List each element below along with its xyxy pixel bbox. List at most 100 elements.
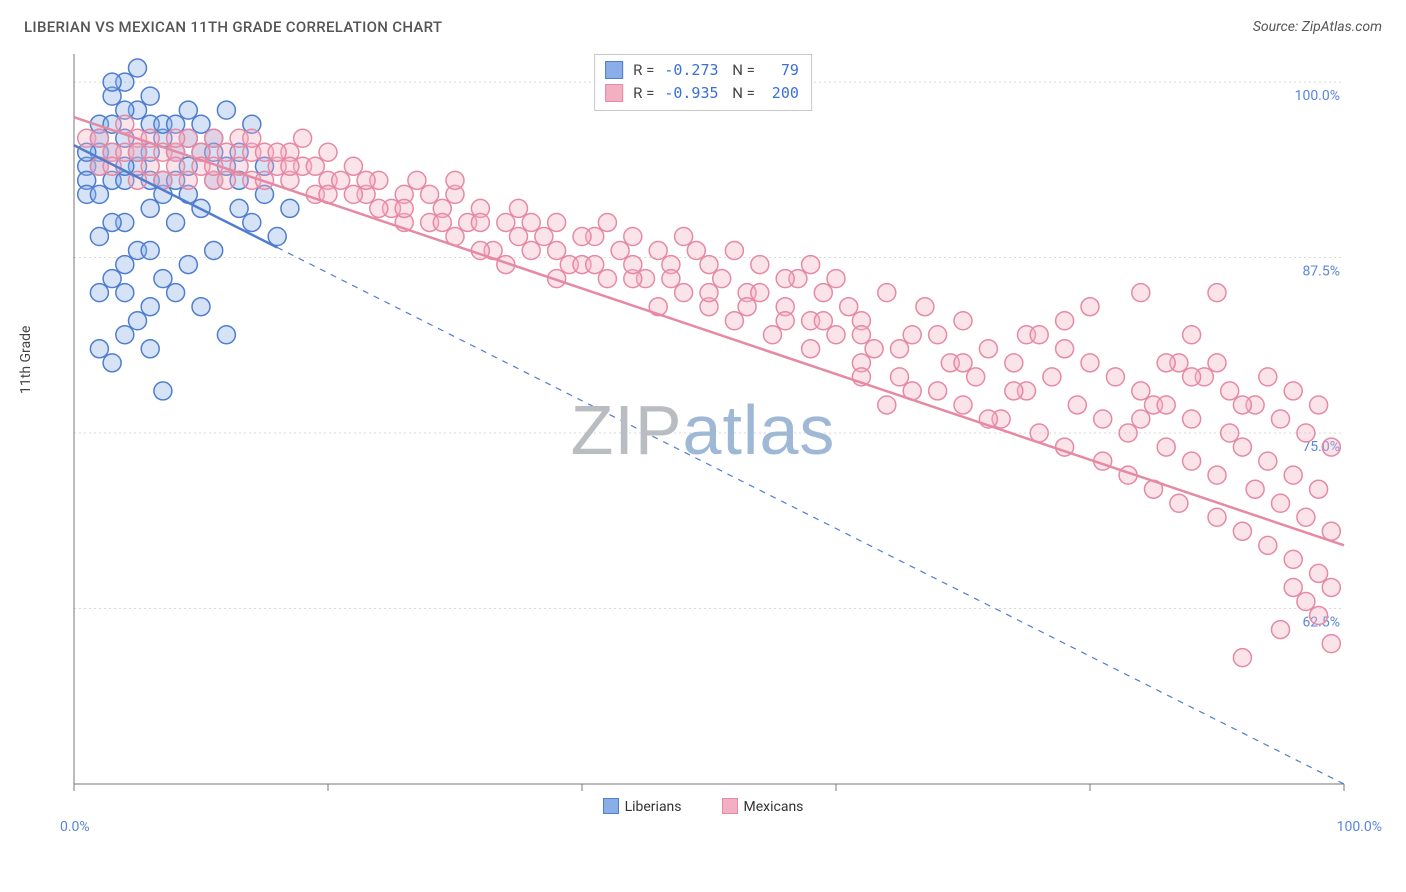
legend-r-label: R =: [633, 82, 654, 105]
data-point: [344, 185, 362, 203]
data-point: [649, 242, 667, 260]
data-point: [852, 326, 870, 344]
data-point: [90, 129, 108, 147]
data-point: [662, 270, 680, 288]
data-point: [598, 213, 616, 231]
data-point: [548, 242, 566, 260]
data-point: [840, 298, 858, 316]
data-point: [1157, 438, 1175, 456]
data-point: [878, 396, 896, 414]
data-point: [1322, 438, 1340, 456]
data-point: [268, 143, 286, 161]
data-point: [764, 326, 782, 344]
data-point: [827, 270, 845, 288]
data-point: [1119, 424, 1137, 442]
data-point: [535, 228, 553, 246]
data-point: [776, 270, 794, 288]
data-point: [1106, 368, 1124, 386]
data-point: [954, 396, 972, 414]
data-point: [891, 340, 909, 358]
data-point: [116, 256, 134, 274]
data-point: [1094, 410, 1112, 428]
data-point: [90, 284, 108, 302]
data-point: [1208, 466, 1226, 484]
data-point: [370, 199, 388, 217]
data-point: [90, 340, 108, 358]
data-point: [725, 312, 743, 330]
data-point: [1208, 508, 1226, 526]
data-point: [192, 115, 210, 133]
legend-n-value: 200: [765, 82, 799, 105]
data-point: [865, 340, 883, 358]
data-point: [1284, 382, 1302, 400]
legend-r-value: -0.935: [664, 82, 718, 105]
data-point: [167, 284, 185, 302]
data-point: [179, 101, 197, 119]
data-point: [751, 284, 769, 302]
data-point: [1056, 312, 1074, 330]
data-point: [1081, 354, 1099, 372]
data-point: [217, 326, 235, 344]
data-point: [776, 312, 794, 330]
data-point: [243, 213, 261, 231]
data-point: [179, 256, 197, 274]
data-point: [103, 270, 121, 288]
data-point: [129, 143, 147, 161]
data-point: [433, 213, 451, 231]
data-point: [738, 298, 756, 316]
data-point: [1081, 298, 1099, 316]
data-point: [332, 171, 350, 189]
data-point: [802, 256, 820, 274]
data-point: [1157, 396, 1175, 414]
data-point: [497, 213, 515, 231]
data-point: [891, 368, 909, 386]
data-point: [205, 242, 223, 260]
data-point: [1132, 382, 1150, 400]
data-point: [954, 354, 972, 372]
legend-row: R =-0.935 N =200: [605, 82, 799, 105]
data-point: [1208, 354, 1226, 372]
chart-area: 11th Grade 62.5%75.0%87.5%100.0% ZIPatla…: [24, 44, 1382, 824]
data-point: [141, 242, 159, 260]
data-point: [1221, 382, 1239, 400]
data-point: [103, 213, 121, 231]
data-point: [141, 340, 159, 358]
data-point: [687, 242, 705, 260]
legend-r-value: -0.273: [664, 59, 718, 82]
data-point: [471, 213, 489, 231]
data-point: [700, 256, 718, 274]
trend-line-solid: [74, 117, 1344, 545]
chart-header: LIBERIAN VS MEXICAN 11TH GRADE CORRELATI…: [10, 10, 1396, 44]
data-point: [586, 256, 604, 274]
data-point: [611, 242, 629, 260]
data-point: [1310, 396, 1328, 414]
svg-text:87.5%: 87.5%: [1302, 264, 1340, 280]
data-point: [1310, 607, 1328, 625]
data-point: [878, 284, 896, 302]
data-point: [1284, 550, 1302, 568]
data-point: [1297, 508, 1315, 526]
data-point: [154, 270, 172, 288]
data-point: [116, 115, 134, 133]
data-point: [713, 270, 731, 288]
data-point: [116, 326, 134, 344]
data-point: [1272, 494, 1290, 512]
legend-swatch: [605, 84, 623, 102]
svg-text:100.0%: 100.0%: [1295, 88, 1340, 104]
data-point: [1005, 354, 1023, 372]
data-point: [141, 199, 159, 217]
data-point: [116, 284, 134, 302]
data-point: [675, 228, 693, 246]
data-point: [624, 256, 642, 274]
legend-swatch: [605, 61, 623, 79]
data-point: [929, 382, 947, 400]
data-point: [1322, 578, 1340, 596]
data-point: [1056, 340, 1074, 358]
data-point: [167, 129, 185, 147]
data-point: [675, 284, 693, 302]
data-point: [700, 284, 718, 302]
data-point: [522, 242, 540, 260]
data-point: [306, 157, 324, 175]
data-point: [725, 242, 743, 260]
data-point: [1322, 635, 1340, 653]
